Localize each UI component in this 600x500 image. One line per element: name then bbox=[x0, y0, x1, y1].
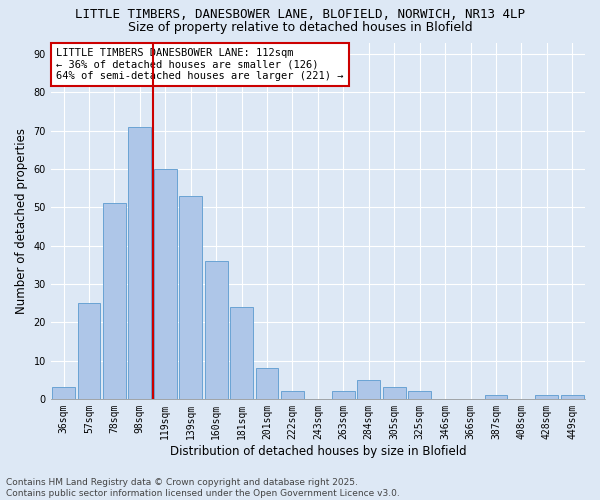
Bar bbox=[383, 388, 406, 399]
Bar bbox=[103, 204, 126, 399]
Bar bbox=[358, 380, 380, 399]
Text: Contains HM Land Registry data © Crown copyright and database right 2025.
Contai: Contains HM Land Registry data © Crown c… bbox=[6, 478, 400, 498]
Bar bbox=[205, 261, 227, 399]
Bar bbox=[179, 196, 202, 399]
Bar bbox=[230, 307, 253, 399]
Bar bbox=[154, 169, 177, 399]
Bar bbox=[535, 395, 558, 399]
Bar bbox=[561, 395, 584, 399]
Bar bbox=[256, 368, 278, 399]
Bar bbox=[485, 395, 508, 399]
Bar bbox=[128, 127, 151, 399]
Bar bbox=[52, 388, 75, 399]
X-axis label: Distribution of detached houses by size in Blofield: Distribution of detached houses by size … bbox=[170, 444, 466, 458]
Bar bbox=[408, 391, 431, 399]
Bar bbox=[332, 391, 355, 399]
Text: LITTLE TIMBERS, DANESBOWER LANE, BLOFIELD, NORWICH, NR13 4LP: LITTLE TIMBERS, DANESBOWER LANE, BLOFIEL… bbox=[75, 8, 525, 20]
Text: LITTLE TIMBERS DANESBOWER LANE: 112sqm
← 36% of detached houses are smaller (126: LITTLE TIMBERS DANESBOWER LANE: 112sqm ←… bbox=[56, 48, 344, 81]
Text: Size of property relative to detached houses in Blofield: Size of property relative to detached ho… bbox=[128, 21, 472, 34]
Bar bbox=[281, 391, 304, 399]
Bar bbox=[77, 303, 100, 399]
Y-axis label: Number of detached properties: Number of detached properties bbox=[15, 128, 28, 314]
